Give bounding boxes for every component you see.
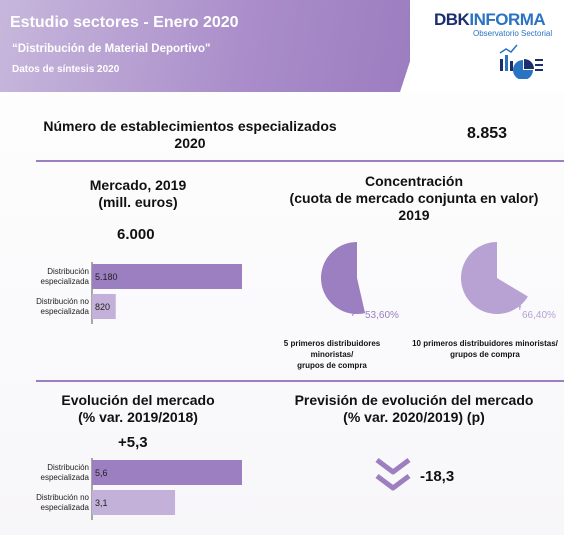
pie-caption-top10-line1: 10 primeros distribuidores minoristas/ <box>412 339 558 348</box>
evolution-bar-chart: 5,6Distribuciónespecializada3,1Distribuc… <box>36 458 242 520</box>
logo-part-1: DBK <box>434 10 470 29</box>
evolution-category-1-line-2: especializada <box>41 473 90 482</box>
forecast-label-line1: Previsión de evolución del mercado <box>294 392 534 408</box>
forecast-label-line2: (% var. 2020/2019) (p) <box>343 409 485 425</box>
double-chevron-down-icon <box>375 458 411 491</box>
establishments-label: Número de establecimientos especializado… <box>20 118 360 152</box>
evolution-label: Evolución del mercado (% var. 2019/2018) <box>38 392 238 426</box>
market-label-line1: Mercado, 2019 <box>89 177 187 193</box>
pie-caption-top5: 5 primeros distribuidores minoristas/ gr… <box>262 338 402 371</box>
market-bar-1 <box>92 264 242 289</box>
market-category-2-line-2: especializada <box>41 307 90 316</box>
pie-caption-top10: 10 primeros distribuidores minoristas/ g… <box>410 338 560 360</box>
pie-top10-leader-line <box>518 303 522 311</box>
market-category-1-line-2: especializada <box>41 277 90 286</box>
evolution-value-2: 3,1 <box>95 498 108 508</box>
pie-top10-value-label: 66,40% <box>522 310 556 321</box>
pie-top10-slice <box>461 242 528 314</box>
market-category-2-line-1: Distribución no <box>36 297 89 306</box>
establishments-label-line1: Número de establecimientos especializado… <box>43 118 337 134</box>
evolution-total: +5,3 <box>118 434 148 451</box>
evolution-label-line2: (% var. 2019/2018) <box>78 409 198 425</box>
market-category-1-line-1: Distribución <box>47 267 89 276</box>
report-subtitle-2: Datos de síntesis 2020 <box>12 64 120 75</box>
report-title: Estudio sectores - Enero 2020 <box>10 14 239 31</box>
separator-top <box>36 160 564 162</box>
pie-chart-top5: 53,60% <box>321 242 399 321</box>
evolution-category-1-line-1: Distribución <box>47 463 89 472</box>
separator-bottom <box>36 380 564 382</box>
evolution-category-2-line-2: especializada <box>41 503 90 512</box>
pie-top5-value-label: 53,60% <box>365 310 399 321</box>
logo-panel <box>410 0 564 92</box>
pie-list-icon <box>513 59 543 79</box>
forecast-value: -18,3 <box>420 468 455 485</box>
concentration-label-line1: Concentración <box>364 173 463 189</box>
evolution-category-2-line-1: Distribución no <box>36 493 89 502</box>
evolution-bar-1 <box>92 460 242 485</box>
market-total: 6.000 <box>117 226 155 243</box>
evolution-bar-2 <box>92 490 176 515</box>
pie-caption-top5-line2: grupos de compra <box>297 361 367 370</box>
pie-top5-leader-line <box>351 305 364 316</box>
forecast-label: Previsión de evolución del mercado (% va… <box>272 392 556 426</box>
market-label-line2: (mill. euros) <box>98 194 178 210</box>
bar-chart-icon <box>499 44 518 71</box>
concentration-label: Concentración (cuota de mercado conjunta… <box>272 173 556 224</box>
market-value-1: 5.180 <box>95 272 118 282</box>
dbk-logo: DBKINFORMA <box>434 10 546 30</box>
market-label: Mercado, 2019 (mill. euros) <box>38 177 238 211</box>
pie-chart-top10: 66,40% <box>461 242 556 321</box>
pie-top5-slice <box>321 242 366 314</box>
pie-caption-top5-line1: 5 primeros distribuidores minoristas/ <box>283 339 381 359</box>
logo-part-2: INFORMA <box>469 10 546 29</box>
logo-subtitle: Observatorio Sectorial <box>473 29 553 38</box>
market-bar-chart: 5.180Distribuciónespecializada820Distrib… <box>36 262 242 324</box>
evolution-value-1: 5,6 <box>95 468 108 478</box>
establishments-label-line2: 2020 <box>174 135 206 151</box>
chart-icons <box>499 44 543 79</box>
market-bar-2 <box>92 294 116 319</box>
concentration-label-line2: (cuota de mercado conjunta en valor) <box>289 190 539 206</box>
establishments-value: 8.853 <box>467 125 508 142</box>
report-subtitle: “Distribución de Material Deportivo" <box>12 43 211 55</box>
concentration-label-line3: 2019 <box>398 207 430 223</box>
evolution-label-line1: Evolución del mercado <box>61 392 215 408</box>
market-value-2: 820 <box>95 302 110 312</box>
pie-caption-top10-line2: grupos de compra <box>450 350 520 359</box>
